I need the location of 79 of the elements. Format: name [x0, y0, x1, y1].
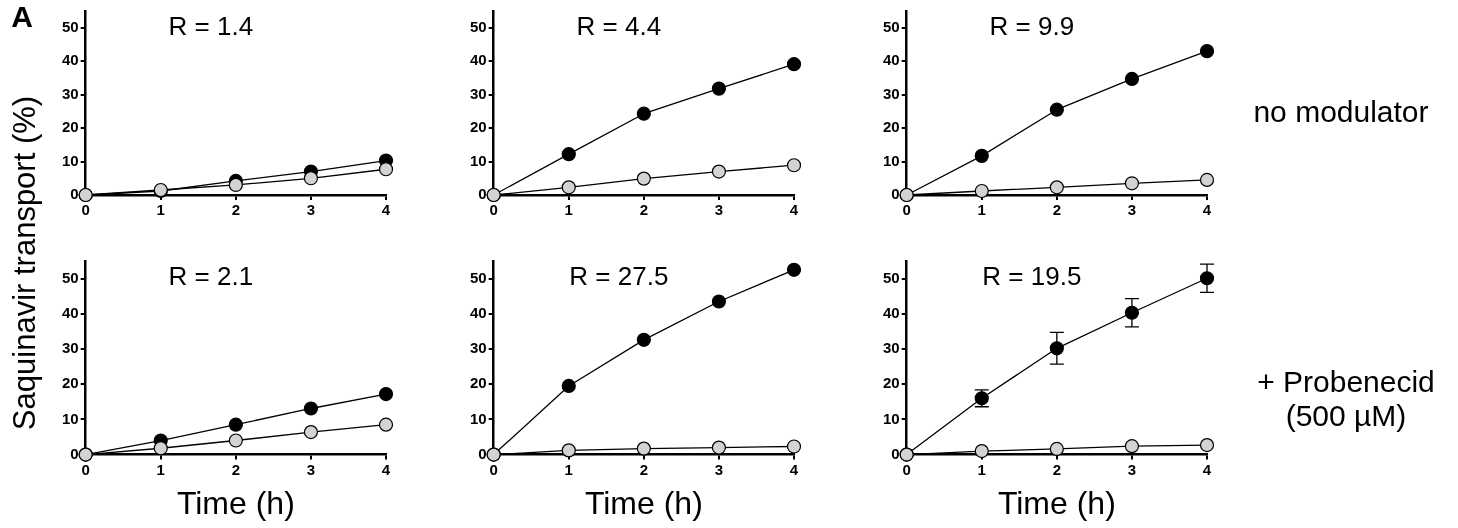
x-tick-label: 0	[489, 460, 498, 478]
x-tick-label: 3	[714, 201, 724, 219]
chart-title: R = 2.1	[168, 261, 254, 292]
y-tick-label: 10	[883, 151, 900, 169]
y-tick-label: 10	[883, 409, 900, 427]
y-tick-label: 40	[470, 303, 487, 321]
y-tick-label: 50	[62, 268, 79, 286]
y-tick-label: 40	[883, 303, 900, 321]
x-tick-label: 0	[489, 201, 498, 219]
x-tick-label: 1	[156, 201, 165, 219]
y-tick-label: 10	[470, 409, 487, 427]
x-axis-title: Time (h)	[584, 484, 703, 521]
x-tick-label: 4	[381, 460, 391, 478]
x-axis-title: Time (h)	[176, 484, 295, 521]
y-tick-label: 20	[62, 118, 79, 136]
y-tick-label: 0	[478, 185, 487, 203]
y-tick-label: 20	[883, 118, 900, 136]
x-tick-label: 3	[1127, 201, 1137, 219]
chart-title: R = 4.4	[576, 11, 662, 42]
x-tick-label: 1	[977, 201, 986, 219]
y-tick-label: 50	[470, 17, 487, 35]
x-tick-label: 3	[306, 201, 316, 219]
x-tick-label: 0	[902, 201, 911, 219]
x-tick-label: 0	[81, 460, 90, 478]
x-tick-label: 3	[714, 460, 724, 478]
y-tick-label: 40	[62, 51, 79, 69]
y-tick-label: 50	[883, 268, 900, 286]
y-tick-label: 0	[891, 185, 900, 203]
y-tick-label: 10	[62, 409, 79, 427]
x-tick-label: 4	[789, 460, 799, 478]
x-tick-label: 1	[564, 201, 573, 219]
y-tick-label: 20	[470, 118, 487, 136]
x-tick-label: 4	[1202, 460, 1212, 478]
x-tick-label: 2	[231, 201, 241, 219]
y-tick-label: 40	[883, 51, 900, 69]
y-tick-label: 30	[883, 339, 900, 357]
chart-title: R = 27.5	[569, 261, 669, 292]
x-tick-label: 2	[231, 460, 241, 478]
x-tick-label: 3	[1127, 460, 1137, 478]
text: A	[10, 0, 34, 34]
x-tick-label: 2	[1052, 460, 1062, 478]
x-tick-label: 4	[1202, 201, 1212, 219]
y-tick-label: 50	[62, 17, 79, 35]
x-tick-label: 2	[639, 460, 649, 478]
y-tick-label: 30	[470, 84, 487, 102]
y-tick-label: 0	[478, 444, 487, 462]
x-tick-label: 3	[306, 460, 316, 478]
x-tick-label: 1	[564, 460, 573, 478]
y-tick-label: 30	[883, 84, 900, 102]
text: + Probenecid (500 µM)	[1256, 365, 1436, 433]
y-tick-label: 50	[470, 268, 487, 286]
x-tick-label: 1	[977, 460, 986, 478]
y-tick-label: 30	[62, 84, 79, 102]
y-tick-label: 0	[891, 444, 900, 462]
y-tick-label: 20	[470, 374, 487, 392]
y-tick-label: 30	[62, 339, 79, 357]
x-tick-label: 4	[381, 201, 391, 219]
y-tick-label: 50	[883, 17, 900, 35]
y-tick-label: 10	[470, 151, 487, 169]
y-tick-label: 20	[883, 374, 900, 392]
x-tick-label: 0	[81, 201, 90, 219]
x-tick-label: 1	[156, 460, 165, 478]
x-axis-title: Time (h)	[997, 484, 1116, 521]
chart-title: R = 19.5	[982, 261, 1082, 292]
y-tick-label: 10	[62, 151, 79, 169]
text: no modulator	[1252, 95, 1430, 129]
x-tick-label: 2	[1052, 201, 1062, 219]
x-tick-label: 4	[789, 201, 799, 219]
y-tick-label: 40	[470, 51, 487, 69]
x-tick-label: 0	[902, 460, 911, 478]
y-tick-label: 20	[62, 374, 79, 392]
x-tick-label: 2	[639, 201, 649, 219]
y-tick-label: 40	[62, 303, 79, 321]
y-tick-label: 0	[70, 185, 79, 203]
y-tick-label: 30	[470, 339, 487, 357]
y-tick-label: 0	[70, 444, 79, 462]
chart-title: R = 1.4	[168, 11, 254, 42]
y-axis-title: Saquinavir transport (%)	[7, 94, 43, 433]
chart-title: R = 9.9	[989, 11, 1075, 42]
